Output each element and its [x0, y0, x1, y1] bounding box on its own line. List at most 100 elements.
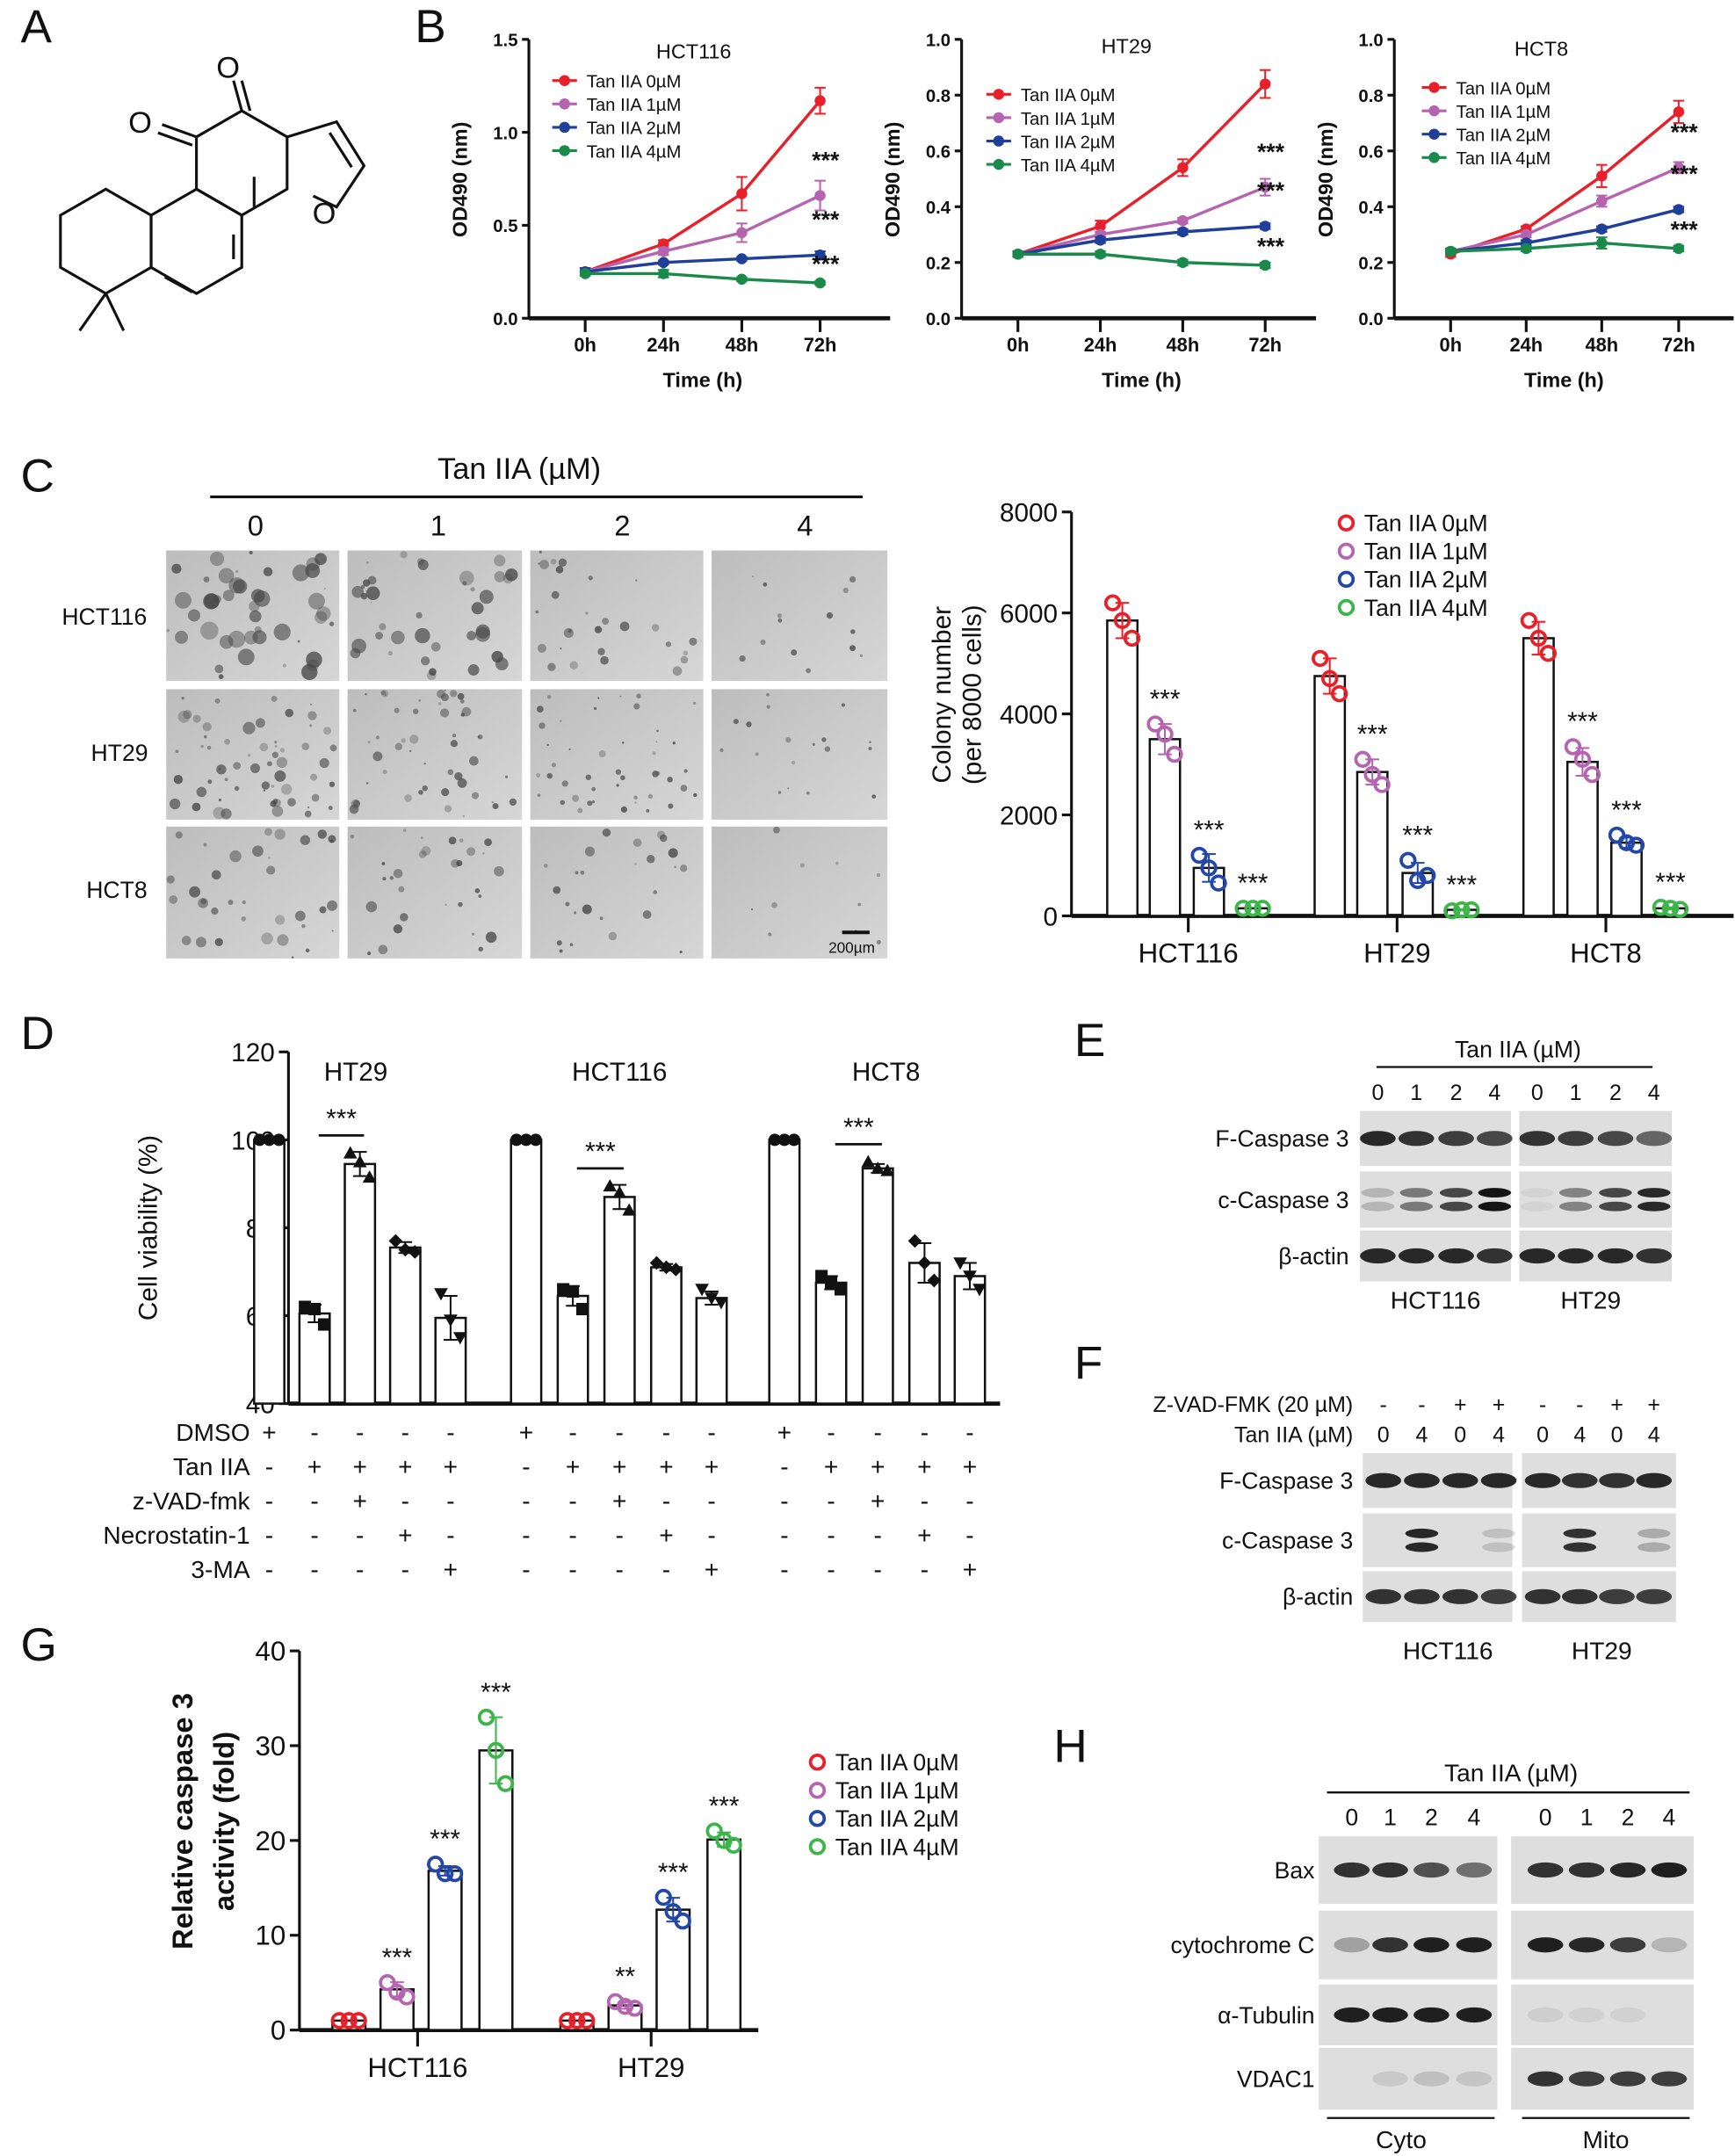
colony — [196, 786, 207, 798]
colony — [370, 601, 372, 604]
data-point — [350, 2012, 367, 2029]
colony — [393, 868, 403, 879]
colony — [546, 694, 552, 699]
colony — [588, 575, 593, 581]
y-tick-label: 0.8 — [926, 87, 951, 106]
significance-stars: *** — [1257, 177, 1285, 204]
colony — [214, 698, 220, 704]
colony — [294, 910, 306, 922]
y-tick-label: 1.5 — [493, 32, 517, 51]
legend-marker — [559, 121, 570, 134]
western-blot-blotE: F-Caspase 3 c-Caspase 3 β-actin HCT116 HT29 T… — [1215, 1037, 1673, 1314]
colony — [679, 951, 683, 954]
protein-band — [1361, 1201, 1395, 1212]
data-point — [559, 2012, 576, 2029]
protein-band — [1519, 1248, 1556, 1264]
colony — [642, 910, 652, 919]
carbonyl-bond — [161, 123, 198, 139]
lane-label: 1 — [1384, 1805, 1397, 1831]
lane-label: 2 — [1609, 1081, 1622, 1105]
treatment-sign: - — [662, 1419, 670, 1446]
data-point — [575, 1302, 589, 1316]
colony — [559, 720, 562, 722]
legend-label: Tan IIA 0µM — [1457, 79, 1551, 98]
colony — [271, 695, 278, 702]
protein-band — [1442, 1588, 1478, 1604]
protein-band — [1360, 1248, 1396, 1264]
protein-band — [1477, 1248, 1513, 1264]
protein-band — [1561, 1588, 1598, 1604]
lane-label: 4 — [1648, 1081, 1660, 1105]
bar — [706, 1838, 742, 2031]
colony — [367, 741, 371, 744]
ring-0 — [59, 187, 153, 295]
y-tick-label: 0.8 — [1358, 87, 1383, 106]
data-point — [1453, 901, 1471, 919]
colony — [692, 701, 697, 705]
series-line — [585, 271, 821, 285]
colony — [593, 706, 597, 711]
blot-group-label: HT29 — [1572, 1637, 1632, 1664]
colony — [187, 609, 200, 622]
legend-marker — [993, 135, 1005, 147]
colony — [418, 699, 422, 702]
protein-band — [1568, 1862, 1605, 1878]
treatment-sign: - — [874, 1522, 882, 1549]
colony — [652, 751, 656, 756]
blot-row-label: α-Tubulin — [1218, 2002, 1314, 2029]
treatment-sign: + — [659, 1522, 673, 1549]
colony — [328, 806, 333, 811]
colony — [746, 721, 752, 727]
data-point — [1661, 900, 1680, 917]
legend-marker — [1337, 542, 1355, 561]
legend-marker — [1428, 128, 1440, 140]
colony — [277, 934, 289, 946]
treatment-sign: - — [310, 1556, 318, 1583]
protein-band — [1405, 1528, 1439, 1538]
colony — [271, 785, 274, 788]
treatment-label: Necrostatin-1 — [103, 1522, 249, 1549]
treatment-sign: + — [659, 1453, 673, 1480]
protein-band — [1439, 1188, 1473, 1198]
colony — [274, 828, 286, 840]
treatment-sign: - — [356, 1522, 364, 1549]
colony — [287, 798, 296, 807]
colony — [297, 640, 300, 643]
bar — [343, 1162, 377, 1405]
legend-marker — [1428, 152, 1440, 163]
data-point — [1363, 765, 1381, 784]
significance-stars: *** — [1257, 139, 1285, 165]
y-tick-label: 8000 — [1000, 499, 1058, 528]
colony — [546, 743, 549, 747]
colony — [247, 754, 251, 757]
colony — [275, 915, 286, 925]
treatment-sign: + — [352, 1487, 366, 1515]
colony — [398, 886, 405, 893]
colony — [597, 697, 600, 699]
colony — [655, 741, 658, 743]
data-point — [814, 277, 826, 289]
protein-band — [1563, 1528, 1597, 1538]
condition-sign: - — [1539, 1393, 1546, 1417]
protein-band — [1413, 2071, 1449, 2087]
treatment-sign: - — [616, 1419, 624, 1446]
colony — [402, 828, 407, 832]
colony — [537, 643, 546, 653]
colony — [266, 761, 272, 767]
colony — [450, 690, 458, 698]
colony — [214, 664, 224, 674]
protein-band — [1637, 1528, 1671, 1538]
series-line — [1449, 166, 1680, 253]
colony — [469, 756, 479, 766]
treatment-sign: - — [265, 1522, 273, 1549]
dose-header: Tan IIA (µM) — [437, 452, 601, 486]
western-blot-blotH: Bax cytochrome C α-Tubulin VDAC1 Cyto Mito Tan… — [1171, 1760, 1695, 2153]
colony — [255, 718, 265, 728]
colony — [249, 763, 260, 773]
colony — [439, 708, 450, 718]
colony — [479, 590, 494, 604]
bar — [1522, 637, 1555, 917]
colony — [535, 610, 539, 614]
data-point — [705, 1292, 719, 1306]
data-point — [1463, 901, 1480, 919]
